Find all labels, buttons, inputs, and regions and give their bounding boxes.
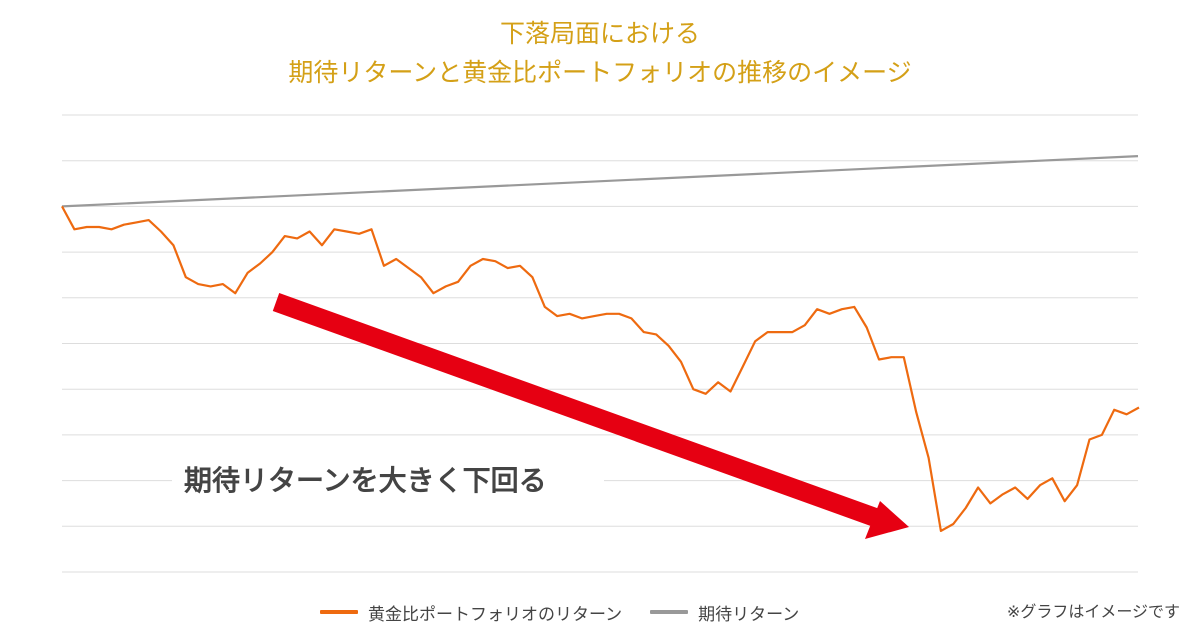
annotation-text: 期待リターンを大きく下回る [184, 464, 547, 497]
chart-title-line-1: 下落局面における [499, 19, 700, 48]
legend-item-portfolio: 黄金比ポートフォリオのリターン [320, 600, 622, 625]
image-note: ※グラフはイメージです [1006, 602, 1180, 621]
downtrend-arrow [272, 293, 909, 539]
legend-item-expected: 期待リターン [650, 600, 799, 625]
line-chart: 期待リターンを大きく下回る [61, 114, 1140, 573]
downtrend-arrow-head [865, 501, 909, 539]
legend: 黄金比ポートフォリオのリターン 期待リターン [320, 600, 827, 625]
portfolio-return-line [61, 205, 1140, 533]
legend-label-portfolio: 黄金比ポートフォリオのリターン [368, 604, 623, 625]
downtrend-arrow-shaft [272, 293, 889, 530]
grid-lines [62, 114, 1138, 573]
annotation-backdrop [172, 456, 604, 504]
legend-swatch-expected [650, 610, 689, 614]
chart-title-line-2: 期待リターンと黄金比ポートフォリオの推移のイメージ [288, 58, 912, 87]
chart-title: 下落局面における 期待リターンと黄金比ポートフォリオの推移のイメージ [0, 14, 1200, 92]
expected-return-line [61, 155, 1139, 208]
legend-label-expected: 期待リターン [698, 604, 800, 625]
legend-swatch-portfolio [320, 610, 358, 614]
